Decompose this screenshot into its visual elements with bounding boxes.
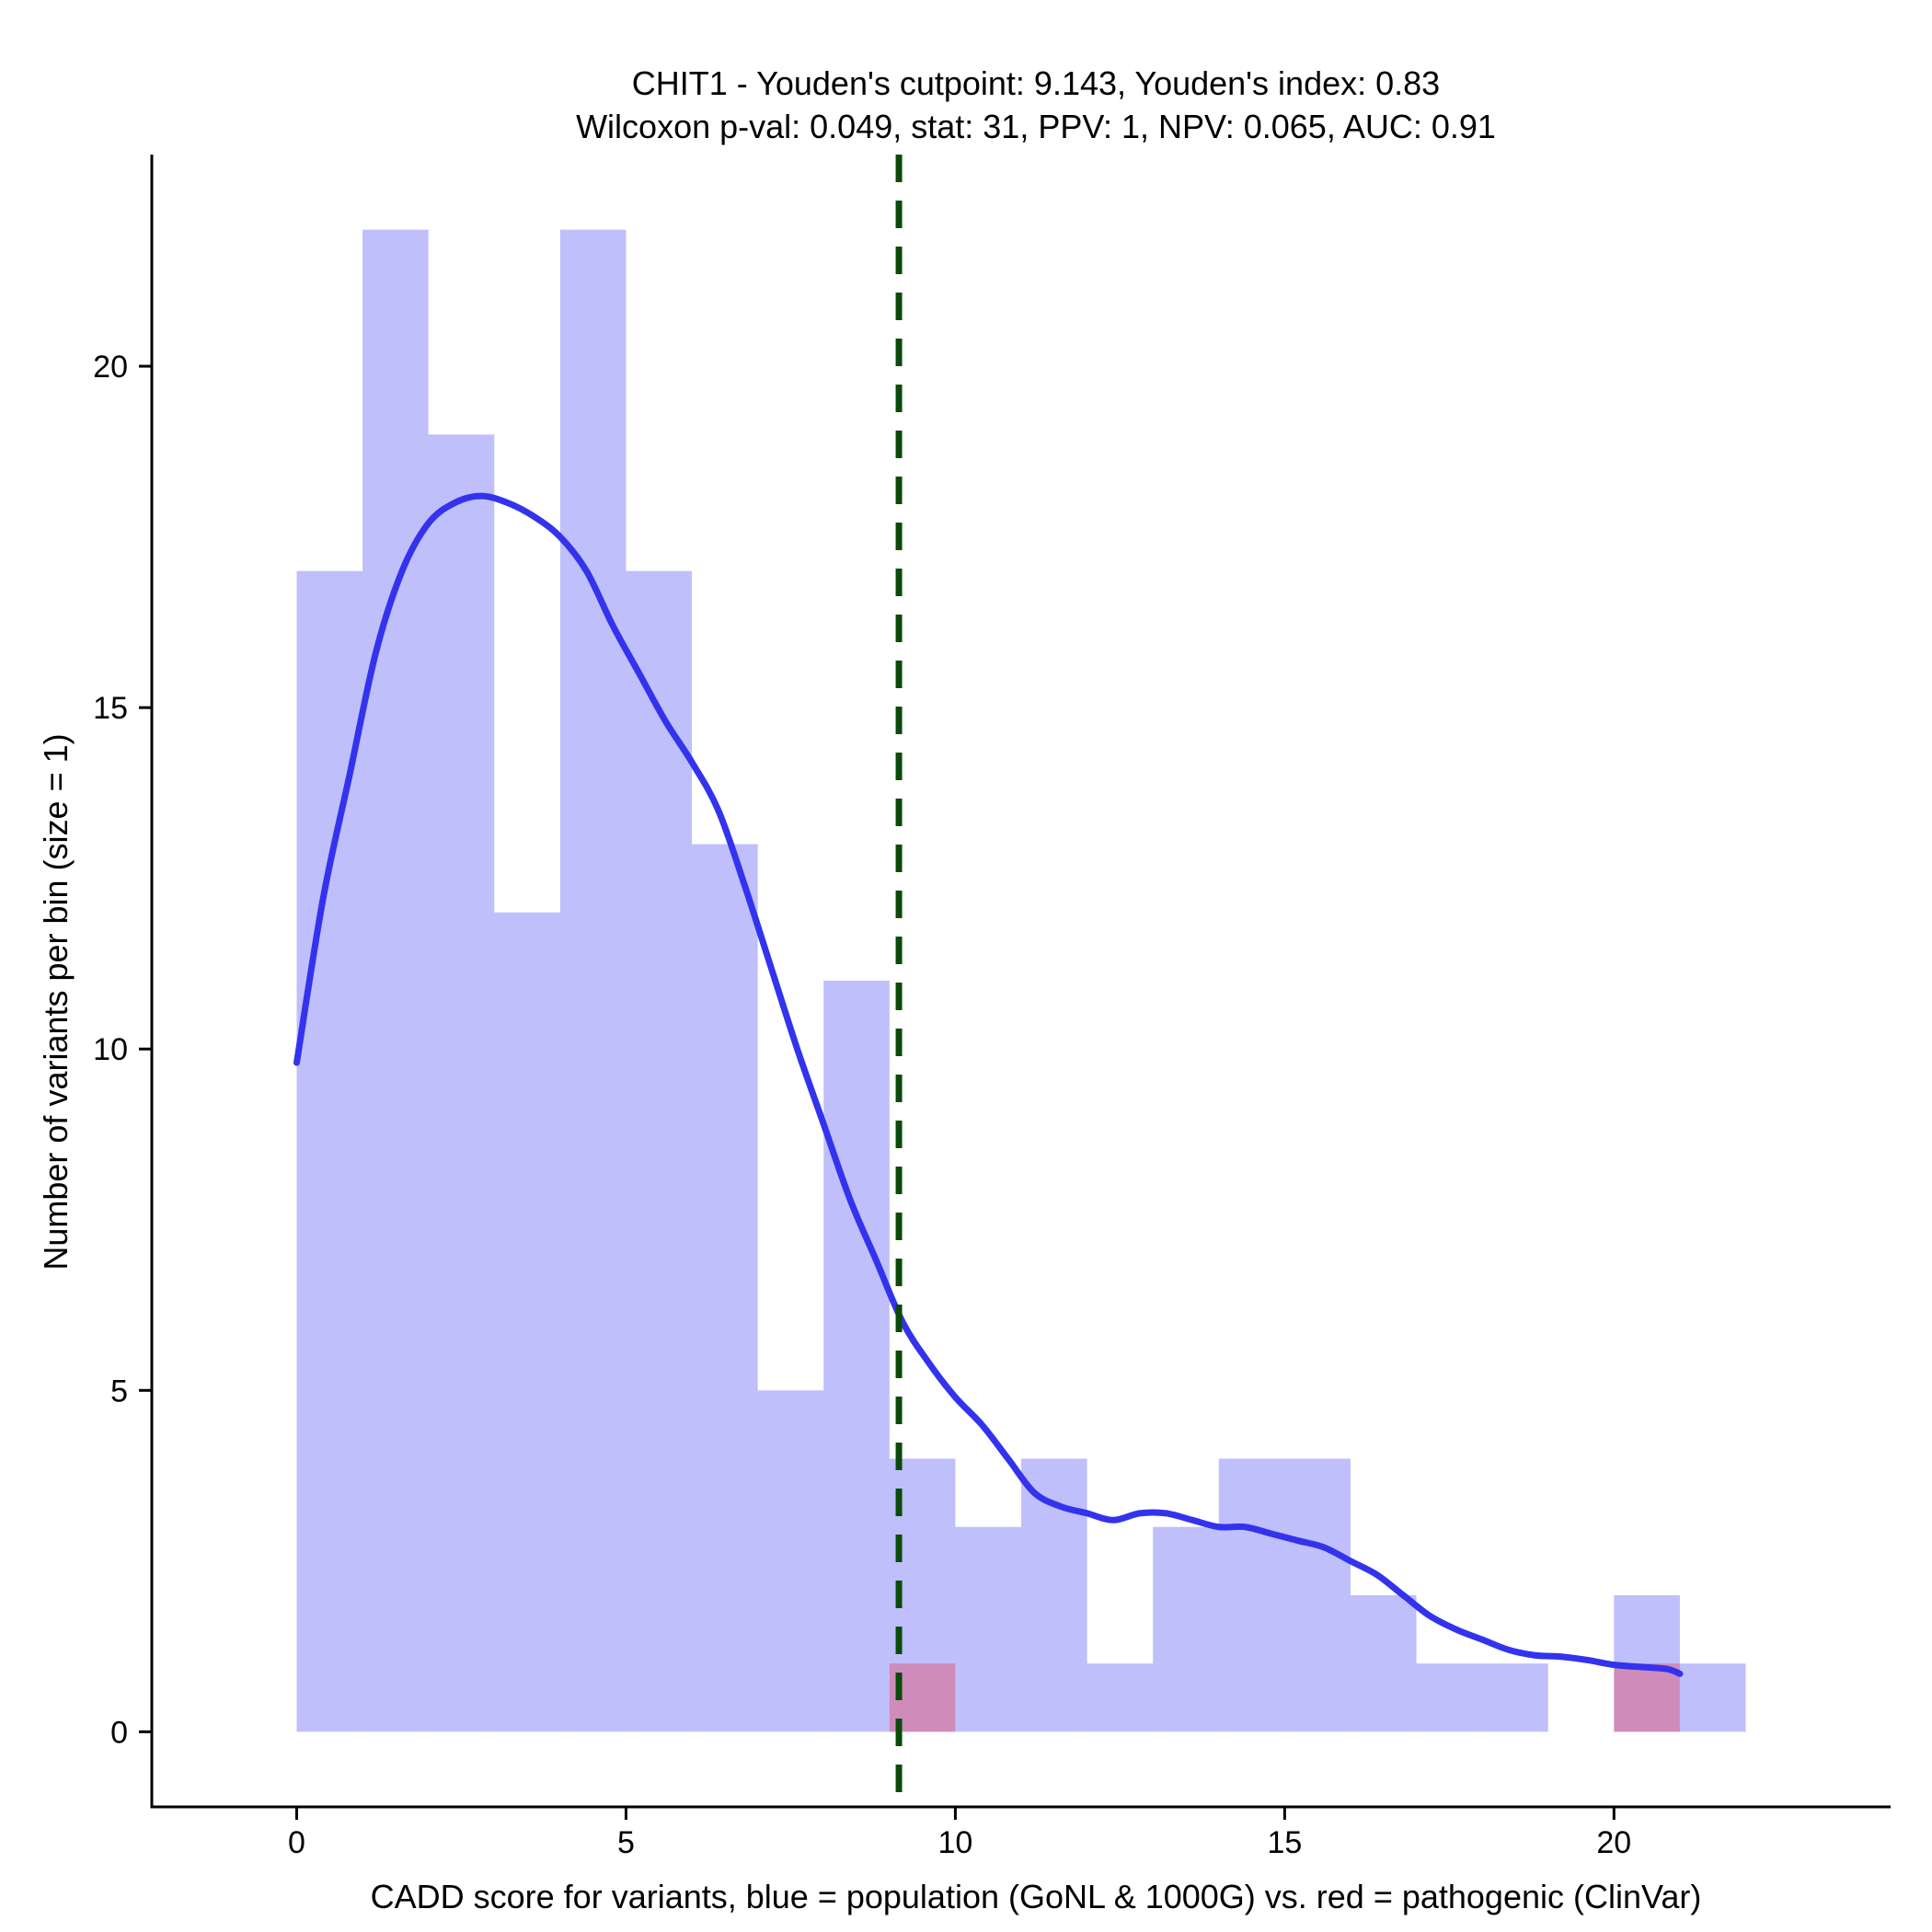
x-tick-label-5: 5 [617, 1825, 635, 1860]
population-bar-16 [1350, 1594, 1417, 1732]
pathogenic-bar-20 [1614, 1663, 1680, 1732]
y-axis-ticks: 0 5 10 15 20 [93, 350, 152, 1750]
y-tick-label-15: 15 [93, 691, 128, 726]
population-bar-17 [1416, 1663, 1483, 1732]
y-tick-label-10: 10 [93, 1032, 128, 1067]
population-bar-7 [757, 1390, 824, 1732]
population-bar-6 [692, 844, 758, 1732]
population-bar-14 [1218, 1458, 1285, 1732]
x-tick-label-15: 15 [1267, 1825, 1302, 1860]
population-bar-12 [1087, 1663, 1154, 1732]
population-bar-4 [559, 229, 627, 1732]
y-tick-label-0: 0 [110, 1715, 128, 1750]
population-bars [296, 229, 1746, 1732]
y-tick-label-20: 20 [93, 350, 128, 385]
population-bar-15 [1284, 1458, 1351, 1732]
chart-title-line1: CHIT1 - Youden's cutpoint: 9.143, Youden… [632, 64, 1440, 102]
density-curve [293, 492, 1684, 1677]
chart-title-line2: Wilcoxon p-val: 0.049, stat: 31, PPV: 1,… [576, 108, 1496, 145]
x-axis-label: CADD score for variants, blue = populati… [371, 1878, 1702, 1915]
population-bar-8 [823, 981, 890, 1732]
population-bar-18 [1482, 1663, 1548, 1732]
y-axis-label: Number of variants per bin (size = 1) [37, 733, 75, 1270]
population-bar-13 [1153, 1526, 1219, 1732]
x-tick-label-0: 0 [288, 1825, 305, 1860]
population-bar-11 [1021, 1458, 1087, 1732]
population-bar-5 [626, 570, 693, 1732]
population-bar-10 [955, 1526, 1021, 1732]
y-tick-label-5: 5 [110, 1374, 128, 1409]
population-bar-21 [1679, 1663, 1746, 1732]
population-bar-1 [362, 229, 429, 1732]
x-axis-ticks: 0 5 10 15 20 [288, 1807, 1631, 1860]
x-tick-label-10: 10 [937, 1825, 972, 1860]
x-tick-label-20: 20 [1596, 1825, 1631, 1860]
population-bar-3 [494, 912, 560, 1732]
population-bar-2 [428, 434, 495, 1732]
